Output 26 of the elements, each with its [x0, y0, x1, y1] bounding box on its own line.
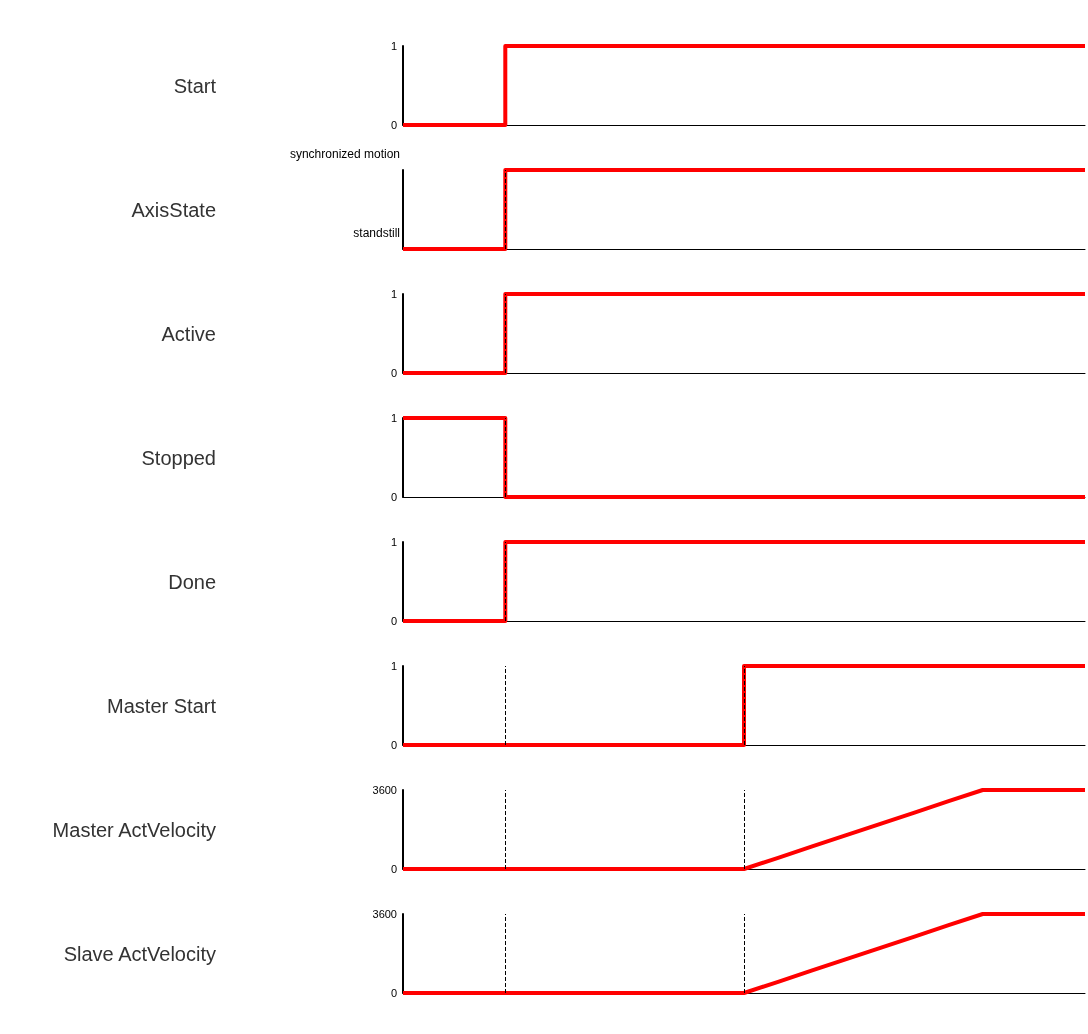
line-series — [401, 788, 1087, 871]
y-tick-label: 0 — [390, 863, 397, 875]
y-tick-label: 1 — [390, 536, 397, 548]
y-tick-label: 1 — [390, 660, 397, 672]
y-tick-label: 3600 — [372, 908, 397, 920]
y-tick-label: 0 — [390, 367, 397, 379]
y-axis-title: Active — [161, 322, 216, 345]
y-tick-label: 0 — [390, 615, 397, 627]
y-axis-title: Slave ActVelocity — [63, 942, 216, 965]
y-tick-label: 0 — [390, 739, 397, 751]
y-tick-label: 0 — [390, 119, 397, 131]
y-tick-label: 1 — [390, 40, 397, 52]
y-axis-title: Stopped — [141, 446, 216, 469]
text: synchronized motion — [289, 147, 400, 161]
y-axis-title: Done — [168, 570, 216, 593]
y-tick-label: 3600 — [372, 784, 397, 796]
y-tick-label: 1 — [390, 412, 397, 424]
line-series — [401, 912, 1087, 995]
y-axis-title: Master ActVelocity — [52, 818, 216, 841]
text: standstill — [353, 226, 400, 240]
y-axis-title: AxisState — [131, 198, 216, 221]
y-tick-label: 0 — [390, 987, 397, 999]
y-axis-title: Start — [173, 74, 217, 97]
y-tick-label: 0 — [390, 491, 397, 503]
y-tick-label: 1 — [390, 288, 397, 300]
y-axis-title: Master Start — [107, 694, 217, 717]
